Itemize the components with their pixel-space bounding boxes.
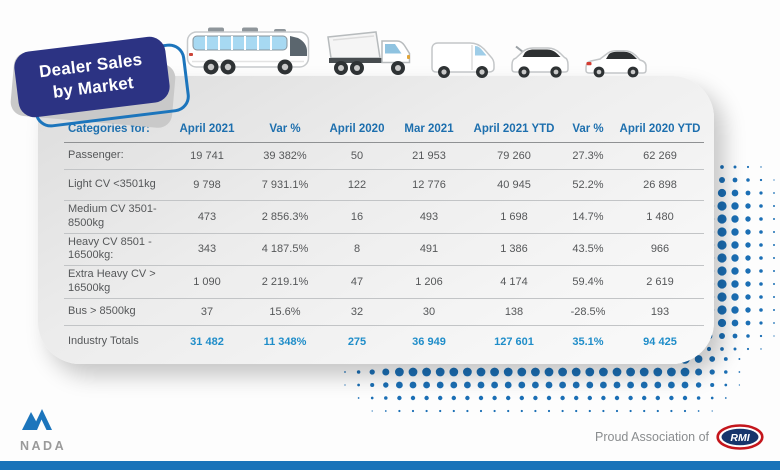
cell-value: 21 953 — [412, 150, 446, 162]
association-text: Proud Association of — [595, 430, 709, 444]
cell-value: 491 — [419, 243, 439, 256]
table-row-light-cv: Light CV <3501kg 9 798 7 931.1% 122 12 7… — [64, 170, 704, 201]
cell-value: 193 — [650, 305, 670, 318]
title-badge: Dealer Sales by Market — [8, 34, 208, 138]
association-footer: Proud Association of RMI — [595, 424, 764, 450]
cell-value: -28.5% — [570, 305, 606, 318]
row-label: Industry Totals — [68, 334, 139, 347]
header-mar-2021: Mar 2021 — [404, 123, 454, 135]
sedan-icon — [585, 50, 647, 78]
cell-value: 15.6% — [269, 305, 301, 318]
cell-value: 275 — [347, 335, 367, 348]
cell-value: 1 698 — [500, 210, 528, 223]
cell-value: 11 348% — [263, 335, 307, 348]
header-var-pct-1: Var % — [269, 123, 301, 135]
station-wagon-icon — [511, 45, 569, 78]
cell-value: 31 482 — [190, 335, 224, 348]
cell-value: 47 — [350, 275, 364, 288]
nada-logo-icon — [22, 409, 52, 430]
cell-value: 27.3% — [572, 150, 604, 162]
cell-value: 966 — [650, 243, 670, 256]
table-row-passenger: Passenger: 19 741 39 382% 50 21 953 79 2… — [64, 143, 704, 170]
rmi-logo-label: RMI — [730, 432, 750, 444]
header-april-2020: April 2020 — [329, 123, 385, 135]
header-april-2021: April 2021 — [179, 123, 235, 135]
row-label: Medium CV 3501-8500kg — [68, 203, 157, 229]
cell-value: 4 187.5% — [261, 243, 309, 256]
table-row-industry-totals: Industry Totals 31 482 11 348% 275 36 94… — [64, 326, 704, 358]
cell-value: 493 — [419, 210, 439, 223]
coach-bus-icon — [186, 27, 310, 75]
cell-value: 2 856.3% — [261, 210, 309, 223]
cell-value: 52.2% — [572, 179, 604, 191]
cell-value: 36 949 — [412, 335, 446, 348]
header-categories: Categories for: — [68, 122, 150, 135]
header-april-2021-ytd: April 2021 YTD — [473, 123, 555, 135]
cell-value: 473 — [197, 210, 217, 223]
cell-value: 122 — [347, 179, 367, 191]
row-label: Extra Heavy CV > 16500kg — [68, 268, 156, 294]
cell-value: 9 798 — [193, 179, 221, 191]
cell-value: 19 741 — [190, 150, 224, 162]
cell-value: 26 898 — [643, 179, 677, 191]
cell-value: 138 — [504, 305, 524, 318]
table-row-extra-heavy-cv: Extra Heavy CV > 16500kg 1 090 2 219.1% … — [64, 266, 704, 299]
cell-value: 32 — [350, 305, 364, 318]
cell-value: 7 931.1% — [261, 179, 309, 191]
cell-value: 343 — [197, 243, 217, 256]
tipper-truck-icon — [327, 31, 411, 75]
cell-value: 12 776 — [412, 179, 446, 191]
cell-value: 2 619 — [646, 275, 674, 288]
cell-value: 43.5% — [572, 243, 604, 256]
row-label: Light CV <3501kg — [68, 178, 156, 191]
cell-value: 50 — [350, 150, 364, 162]
row-label: Bus > 8500kg — [68, 304, 136, 317]
cell-value: 2 219.1% — [261, 275, 309, 288]
cell-value: 94 425 — [643, 335, 677, 348]
cell-value: 1 090 — [193, 275, 221, 288]
cell-value: 37 — [200, 305, 214, 318]
cell-value: 40 945 — [497, 179, 531, 191]
cell-value: 14.7% — [572, 210, 604, 223]
vehicle-icons-row — [186, 0, 656, 79]
bottom-accent-bar — [0, 461, 780, 470]
sales-table: Categories for: April 2021 Var % April 2… — [64, 116, 704, 358]
table-row-medium-cv: Medium CV 3501-8500kg 473 2 856.3% 16 49… — [64, 201, 704, 234]
cell-value: 1 480 — [646, 210, 674, 223]
cell-value: 16 — [350, 210, 364, 223]
cell-value: 4 174 — [500, 275, 528, 288]
cell-value: 39 382% — [263, 150, 307, 162]
table-row-bus: Bus > 8500kg 37 15.6% 32 30 138 -28.5% 1… — [64, 299, 704, 326]
cell-value: 62 269 — [643, 150, 677, 162]
row-label: Heavy CV 8501 - 16500kg: — [68, 235, 152, 262]
row-label: Passenger: — [68, 149, 124, 162]
table-header-row: Categories for: April 2021 Var % April 2… — [64, 116, 704, 143]
table-row-heavy-cv: Heavy CV 8501 - 16500kg: 343 4 187.5% 8 … — [64, 234, 704, 266]
panel-van-icon — [431, 42, 495, 78]
header-var-pct-2: Var % — [572, 123, 604, 135]
cell-value: 127 601 — [494, 335, 534, 348]
cell-value: 1 386 — [500, 243, 528, 256]
cell-value: 30 — [422, 305, 436, 318]
cell-value: 59.4% — [572, 275, 604, 288]
cell-value: 1 206 — [415, 275, 443, 288]
nada-logo-label: NADA — [20, 439, 67, 453]
header-april-2020-ytd: April 2020 YTD — [619, 123, 701, 135]
rmi-logo-icon: RMI — [716, 424, 764, 450]
cell-value: 79 260 — [497, 150, 531, 162]
cell-value: 8 — [353, 243, 361, 256]
cell-value: 35.1% — [572, 335, 604, 348]
nada-logo: NADA — [20, 406, 66, 453]
